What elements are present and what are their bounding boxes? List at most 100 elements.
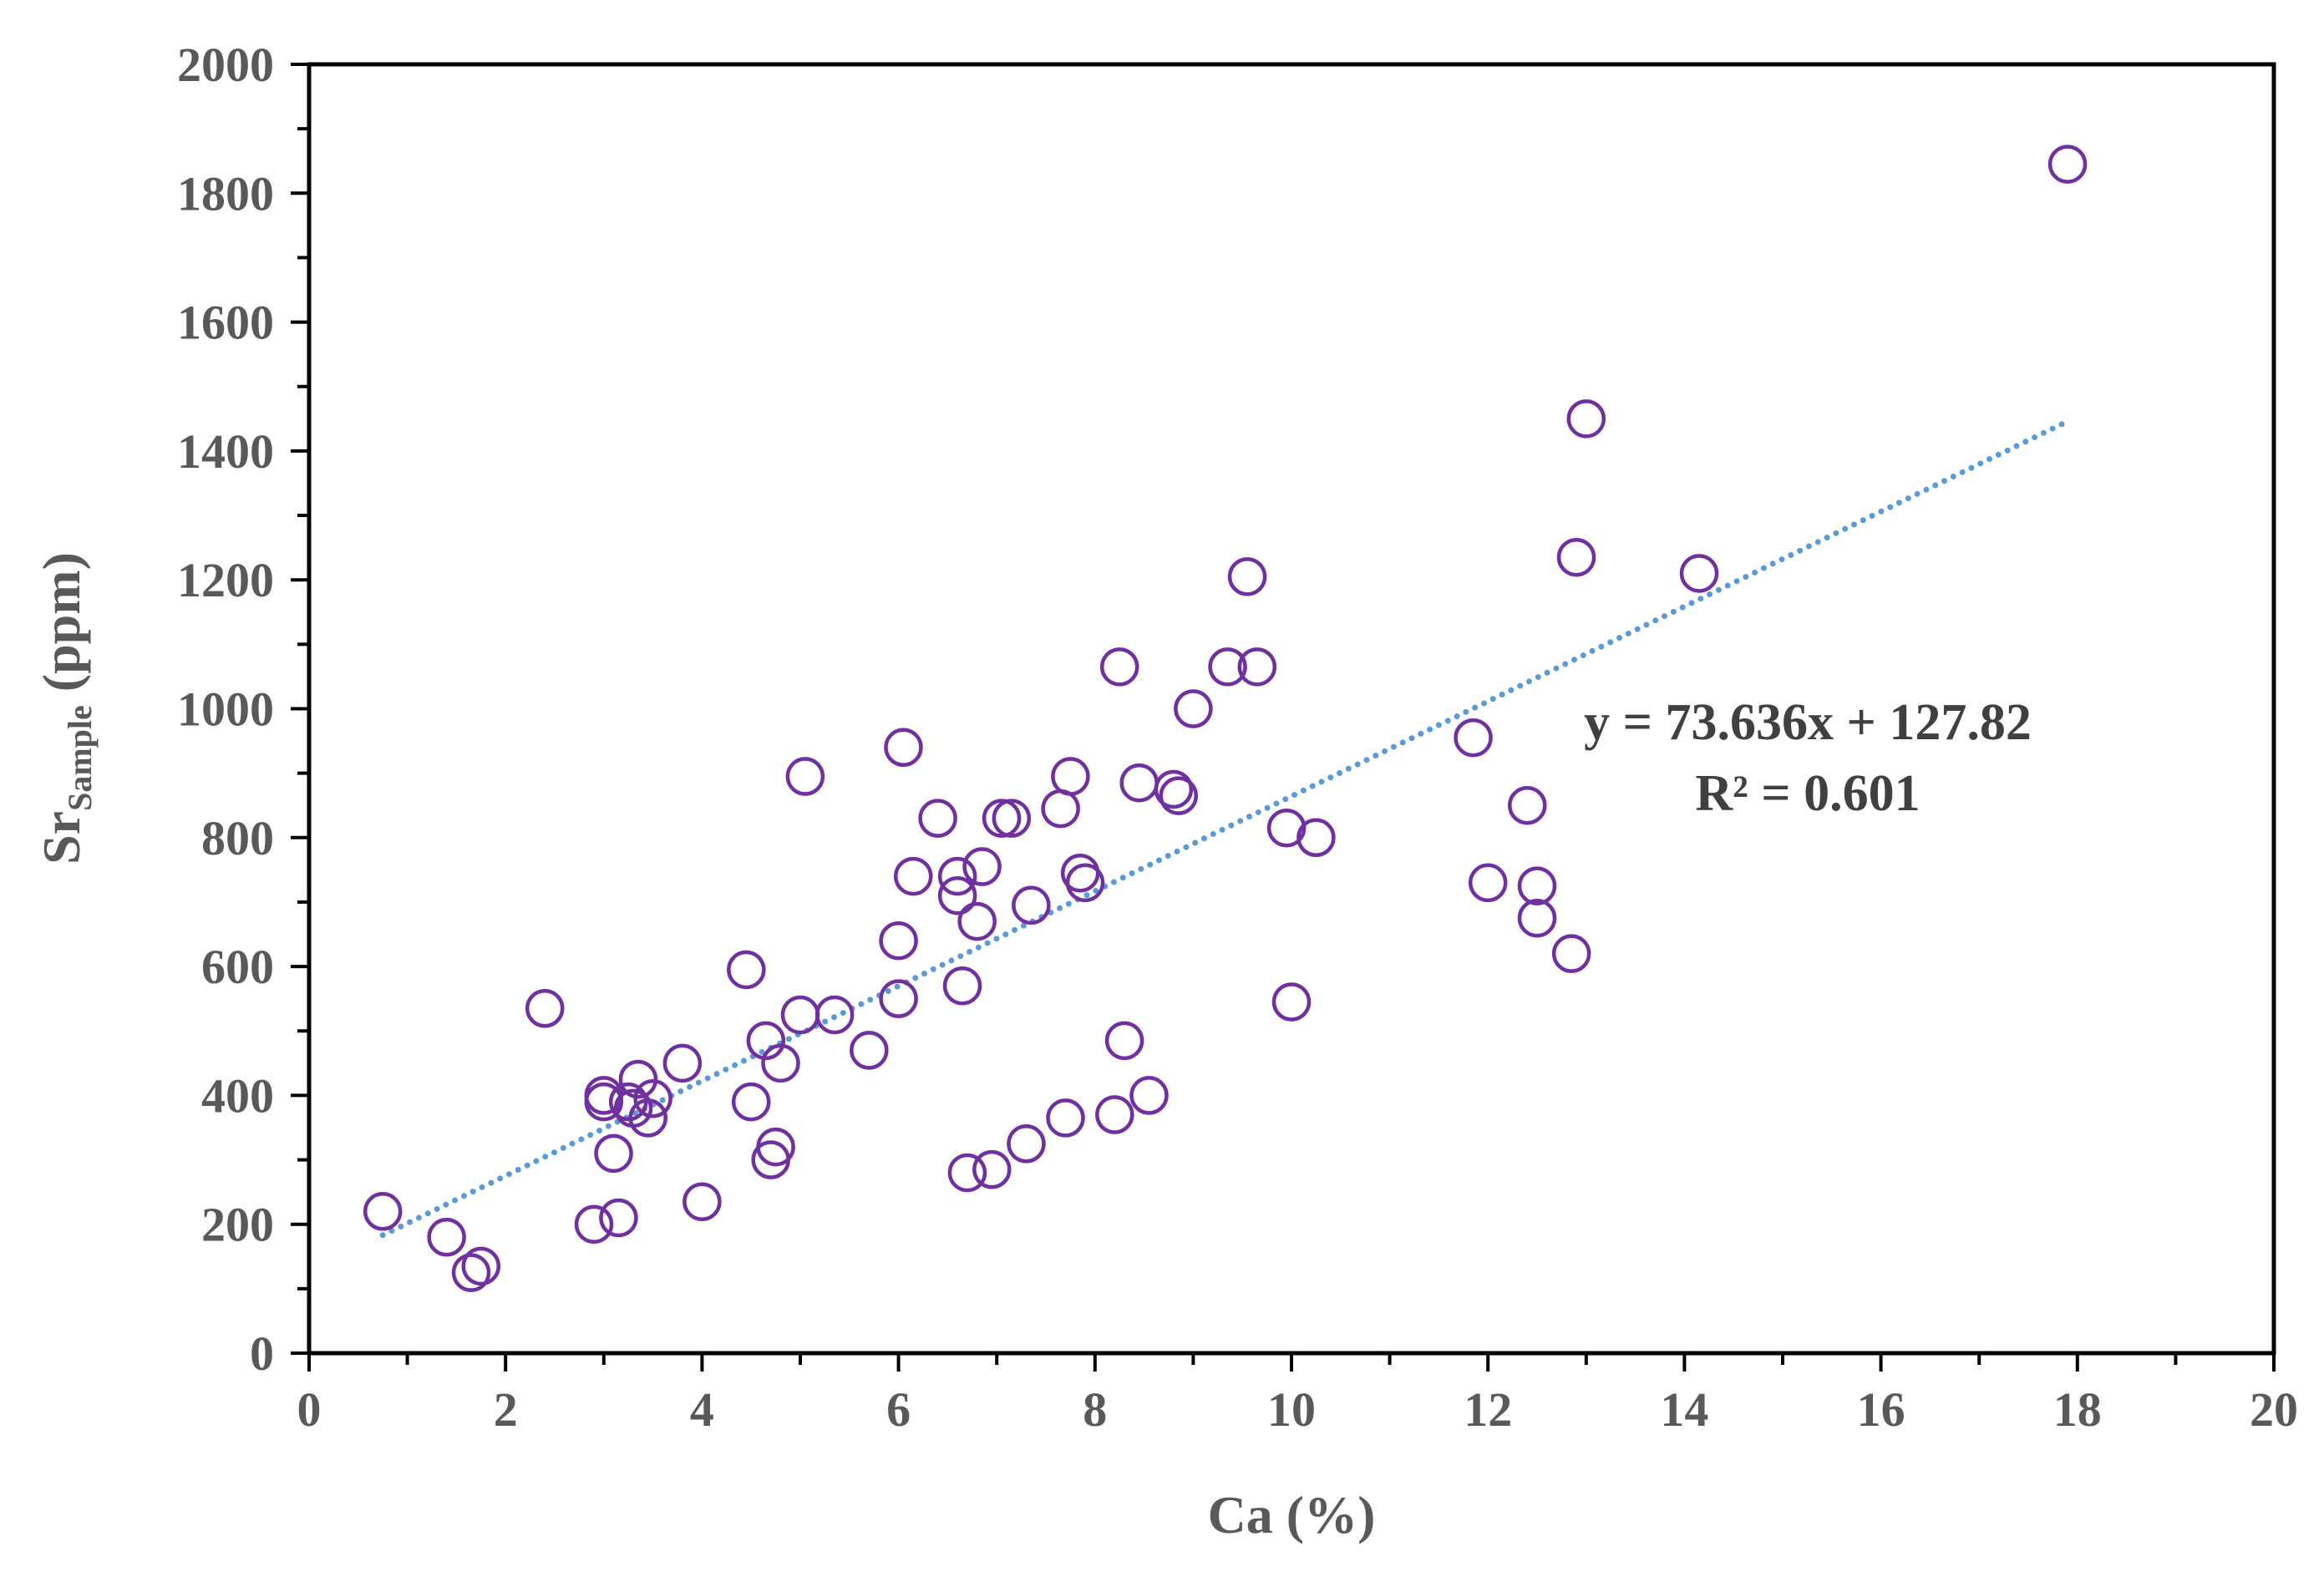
data-point <box>879 979 918 1018</box>
data-point <box>879 920 918 961</box>
data-point <box>957 901 997 941</box>
data-point <box>746 1021 786 1061</box>
x-tick-label: 10 <box>1267 1382 1316 1437</box>
x-tick-label: 18 <box>2053 1382 2102 1437</box>
data-point <box>1271 982 1312 1022</box>
y-axis-title: SrSample (ppm) <box>32 552 99 865</box>
data-point <box>780 995 820 1035</box>
y-tick-label: 200 <box>201 1198 274 1252</box>
data-point <box>1051 757 1090 796</box>
data-point <box>1154 769 1194 809</box>
data-points <box>363 145 2088 1292</box>
y-tick-label: 600 <box>201 940 274 994</box>
data-point <box>962 847 1002 886</box>
data-point <box>1208 647 1247 687</box>
x-tick-label: 20 <box>2250 1382 2298 1437</box>
x-tick-label: 8 <box>1083 1382 1107 1437</box>
data-point <box>785 757 825 796</box>
data-point <box>1296 818 1336 858</box>
data-point <box>2047 145 2088 184</box>
data-point <box>1095 1095 1134 1134</box>
data-point <box>594 1133 633 1174</box>
data-point <box>1046 1098 1085 1138</box>
data-point <box>1468 863 1508 903</box>
y-axis-ticks: 0 200 400 600 800 1000 1200 1400 1600 1800 2000 <box>177 38 309 1381</box>
data-point <box>1174 689 1213 728</box>
trendline-r-squared: R² = 0.601 <box>1695 765 1920 822</box>
data-point <box>618 1059 658 1099</box>
x-axis-title: Ca (%) <box>1208 1485 1376 1544</box>
trendline <box>379 418 2071 1239</box>
data-point <box>727 950 766 990</box>
data-point <box>1517 898 1557 938</box>
data-point <box>1159 776 1199 815</box>
data-point <box>1551 934 1591 973</box>
data-point <box>942 966 982 1006</box>
y-tick-label: 400 <box>201 1068 274 1123</box>
data-point <box>363 1192 403 1231</box>
data-point <box>1266 808 1307 848</box>
data-point <box>461 1246 501 1286</box>
data-point <box>1099 647 1139 687</box>
data-point <box>427 1217 466 1257</box>
data-point <box>633 1079 672 1118</box>
x-tick-label: 4 <box>690 1382 714 1437</box>
y-tick-label: 1800 <box>177 166 274 221</box>
data-point <box>731 1082 771 1122</box>
plot-area-frame <box>307 62 2276 1356</box>
data-point <box>814 995 855 1035</box>
y-axis-title-subscript: Sample <box>61 705 99 811</box>
data-point <box>893 856 933 896</box>
data-point <box>628 1098 667 1138</box>
data-point <box>599 1198 638 1238</box>
data-point <box>574 1204 614 1244</box>
x-tick-label: 2 <box>494 1382 518 1437</box>
data-point <box>850 1031 889 1070</box>
data-point <box>1237 647 1277 687</box>
x-tick-label: 6 <box>886 1382 911 1437</box>
x-tick-label: 14 <box>1660 1382 1708 1437</box>
data-point <box>1065 863 1105 903</box>
data-point <box>937 875 977 915</box>
y-tick-label: 800 <box>201 811 274 865</box>
data-point <box>982 799 1022 838</box>
data-point <box>1041 789 1080 829</box>
y-axis-title-unit: (ppm) <box>32 552 91 705</box>
data-point <box>1012 885 1051 925</box>
trendline-group <box>379 418 2071 1239</box>
data-point <box>1454 718 1493 758</box>
data-point <box>1129 1076 1169 1115</box>
data-point <box>756 1127 795 1167</box>
trendline-equation: y = 73.636x + 127.82 <box>1584 694 2032 751</box>
y-axis-title-main: Sr <box>32 811 91 865</box>
data-point <box>1104 1021 1144 1061</box>
y-tick-label: 2000 <box>177 38 274 92</box>
data-point <box>662 1043 703 1083</box>
x-axis-ticks: 0 2 4 6 8 10 12 14 16 18 20 <box>297 1353 2298 1437</box>
y-tick-label: 1600 <box>177 296 274 350</box>
data-point <box>1007 1124 1046 1164</box>
data-point <box>884 728 923 768</box>
data-point <box>1517 866 1557 905</box>
x-tick-label: 0 <box>297 1382 322 1437</box>
data-point <box>1679 554 1719 593</box>
y-tick-label: 0 <box>250 1326 274 1381</box>
data-point <box>451 1253 491 1292</box>
data-point <box>1119 763 1159 803</box>
data-point <box>761 1043 800 1083</box>
data-point <box>1556 537 1596 577</box>
data-point <box>947 1153 987 1193</box>
data-point <box>682 1182 722 1221</box>
data-point <box>937 856 977 896</box>
data-point <box>584 1082 624 1122</box>
x-tick-label: 12 <box>1464 1382 1512 1437</box>
data-point <box>1566 399 1606 439</box>
data-point <box>992 799 1032 838</box>
data-point <box>972 1149 1012 1189</box>
data-point <box>1507 785 1547 825</box>
y-tick-label: 1400 <box>177 424 274 479</box>
y-tick-label: 1000 <box>177 682 274 737</box>
y-tick-label: 1200 <box>177 553 274 607</box>
data-point <box>525 988 565 1028</box>
